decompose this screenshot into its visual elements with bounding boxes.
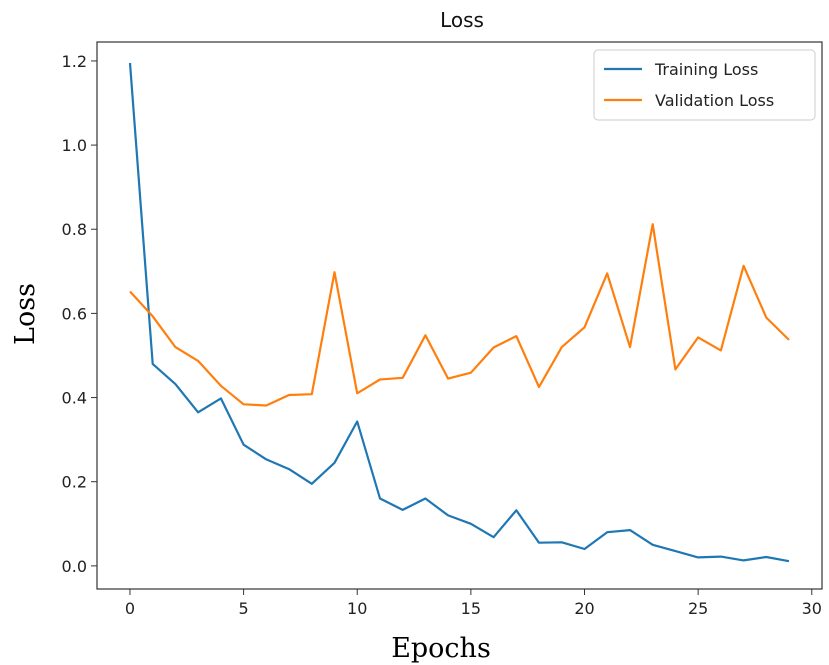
y-axis-label: Loss [10, 283, 41, 345]
series-line-training-loss [128, 62, 790, 563]
series-layer [128, 62, 790, 563]
x-tick-label: 0 [125, 599, 135, 618]
y-tick-label: 1.2 [62, 52, 87, 71]
y-tick-label: 0.0 [62, 557, 87, 576]
x-tick-label: 30 [802, 599, 822, 618]
x-tick-label: 10 [347, 599, 367, 618]
chart-title: Loss [440, 8, 484, 32]
legend-box [593, 49, 816, 121]
y-tick-label: 0.6 [62, 304, 87, 323]
x-tick-label: 15 [461, 599, 481, 618]
plot-area [96, 41, 823, 590]
x-axis: 0 5 10 15 20 25 30 [125, 589, 822, 618]
x-tick-label: 20 [574, 599, 594, 618]
legend: Training Loss Validation Loss [593, 49, 816, 121]
x-tick-label: 25 [688, 599, 708, 618]
y-axis: 0.0 0.2 0.4 0.6 0.8 1.0 1.2 [62, 52, 97, 576]
y-tick-label: 0.8 [62, 220, 87, 239]
y-tick-label: 1.0 [62, 136, 87, 155]
legend-label-training: Training Loss [654, 60, 758, 79]
x-tick-label: 5 [238, 599, 248, 618]
series-line-validation-loss [129, 223, 790, 407]
y-tick-label: 0.4 [62, 389, 87, 408]
x-axis-label: Epochs [391, 633, 491, 664]
legend-label-validation: Validation Loss [655, 91, 774, 110]
y-tick-label: 0.2 [62, 473, 87, 492]
